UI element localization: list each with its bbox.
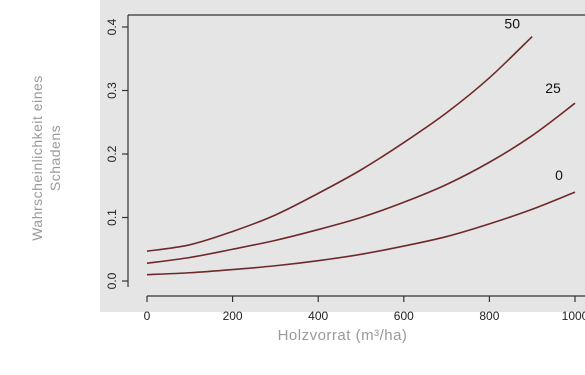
x-tick-label: 0 — [144, 309, 151, 323]
series-lines — [146, 35, 576, 276]
x-tick-label: 400 — [308, 309, 328, 323]
series-label-25: 25 — [545, 80, 561, 96]
y-tick-label: 0.1 — [105, 209, 119, 226]
x-tick-label: 800 — [479, 309, 499, 323]
x-tick-label: 600 — [394, 309, 414, 323]
series-labels: 50 25 0 — [504, 16, 563, 184]
series-line-25 — [146, 102, 576, 265]
series-line-0 — [146, 191, 576, 276]
x-tick-label: 200 — [223, 309, 243, 323]
x-axis-label: Holzvorrat (m³/ha) — [277, 327, 408, 344]
series-line-50 — [146, 35, 533, 252]
series-label-0: 0 — [555, 167, 563, 183]
y-tick-label: 0.0 — [105, 272, 119, 289]
y-tick-label: 0.2 — [105, 145, 119, 162]
series-label-50: 50 — [504, 16, 520, 32]
y-tick-label: 0.3 — [105, 82, 119, 99]
y-tick-label: 0.4 — [105, 18, 119, 35]
plot-background — [100, 0, 585, 312]
